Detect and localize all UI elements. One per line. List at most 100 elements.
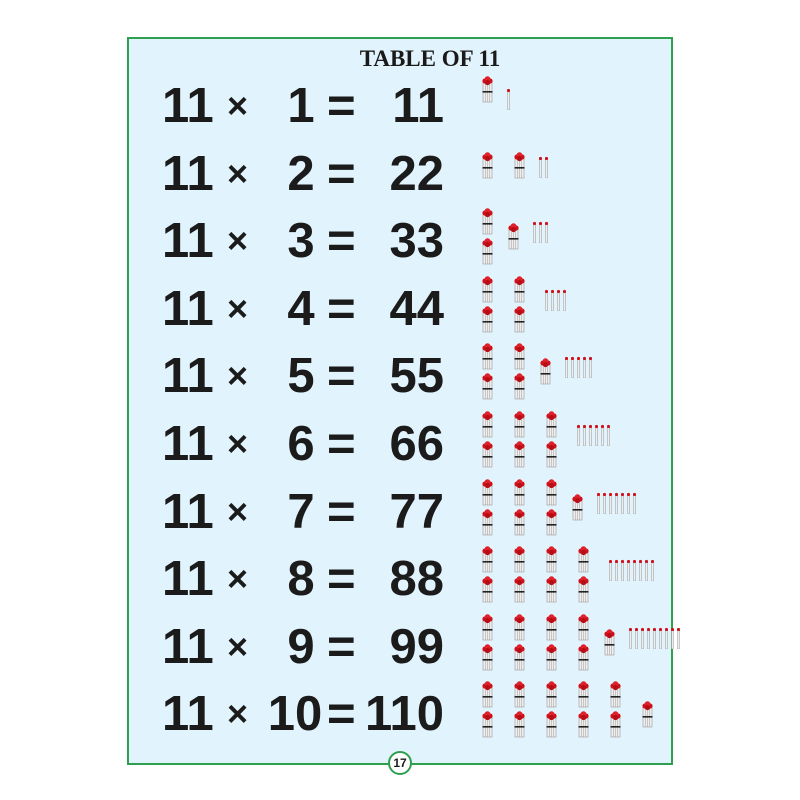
matchstick-illustration — [481, 144, 671, 204]
matchstick-icon — [588, 424, 593, 447]
multiplicand: 11 — [162, 281, 214, 336]
matchstick-icon — [594, 424, 599, 447]
matchstick-icon — [620, 492, 625, 514]
table-row: 11 × 5 = 55 — [129, 343, 671, 406]
matchstick-illustration — [481, 208, 671, 271]
matchstick-bundle-icon — [545, 508, 558, 536]
matchstick-icon — [588, 356, 593, 379]
matchstick-bundle-icon — [481, 576, 494, 603]
matchstick-bundle-icon — [577, 643, 590, 671]
matchstick-illustration — [481, 76, 671, 136]
matchstick-icon — [614, 559, 619, 582]
matchstick-bundle-icon — [481, 681, 494, 708]
matchstick-bundle-icon — [545, 478, 558, 506]
matchstick-icon — [544, 156, 549, 178]
matchstick-bundle-icon — [545, 441, 558, 468]
product: 66 — [389, 417, 444, 471]
matchstick-bundle-icon — [577, 681, 590, 708]
matchstick-bundle-icon — [577, 711, 590, 738]
matchstick-bundle-icon — [481, 305, 494, 333]
matchstick-bundle-icon — [513, 275, 526, 303]
multiplier: 4 — [287, 281, 315, 336]
matchstick-icon — [664, 627, 669, 650]
times-sign: × — [227, 693, 249, 735]
matchstick-icon — [576, 424, 581, 447]
matchstick-icon — [658, 627, 663, 650]
matchstick-icon — [550, 289, 555, 312]
matchstick-icon — [538, 221, 543, 244]
matchstick-bundle-icon — [513, 373, 526, 400]
equals-sign: = — [327, 484, 356, 539]
product: 77 — [389, 484, 444, 539]
equals-sign: = — [327, 552, 356, 607]
times-sign: × — [227, 287, 249, 329]
product: 44 — [389, 281, 444, 336]
matchstick-bundle-icon — [609, 681, 622, 708]
matchstick-bundle-icon — [609, 711, 622, 738]
matchstick-bundle-icon — [481, 643, 494, 671]
multiplier: 7 — [287, 484, 315, 539]
matchstick-icon — [628, 627, 633, 650]
matchstick-icon — [638, 559, 643, 582]
multiplier: 10 — [267, 687, 323, 742]
matchstick-bundle-icon — [545, 546, 558, 573]
table-page: TABLE OF 11 11 × 1 = 11 11 × 2 = 22 11 × 3 = 33 11 × 4 = 44… — [127, 37, 681, 765]
table-row: 11 × 2 = 22 — [129, 144, 671, 204]
multiplier: 2 — [287, 146, 315, 201]
matchstick-icon — [576, 356, 581, 379]
times-sign: × — [227, 220, 249, 262]
matchstick-icon — [634, 627, 639, 650]
multiplicand: 11 — [162, 619, 214, 674]
matchstick-icon — [644, 559, 649, 582]
matchstick-bundle-icon — [481, 613, 494, 641]
matchstick-bundle-icon — [481, 546, 494, 573]
page-number: 17 — [388, 751, 412, 775]
matchstick-bundle-icon — [513, 711, 526, 738]
matchstick-bundle-icon — [481, 478, 494, 506]
matchstick-bundle-icon — [577, 576, 590, 603]
times-sign: × — [227, 423, 249, 464]
multiplicand: 11 — [162, 79, 214, 133]
matchstick-bundle-icon — [577, 546, 590, 573]
multiplier: 3 — [287, 214, 315, 269]
table-row: 11 × 8 = 88 — [129, 546, 671, 609]
matchstick-icon — [632, 559, 637, 582]
matchstick-bundle-icon — [481, 208, 494, 235]
matchstick-icon — [652, 627, 657, 650]
matchstick-bundle-icon — [513, 508, 526, 536]
matchstick-bundle-icon — [481, 411, 494, 438]
matchstick-bundle-icon — [481, 151, 494, 179]
matchstick-icon — [570, 356, 575, 379]
multiplier: 8 — [287, 552, 315, 607]
equals-sign: = — [327, 349, 356, 404]
matchstick-bundle-icon — [513, 305, 526, 333]
matchstick-icon — [632, 492, 637, 514]
matchstick-bundle-icon — [513, 343, 526, 370]
table-row: 11 × 9 = 99 — [129, 613, 681, 677]
matchstick-bundle-icon — [513, 613, 526, 641]
table-row: 11 × 3 = 33 — [129, 208, 671, 271]
product: 55 — [389, 349, 444, 404]
matchstick-icon — [532, 221, 537, 244]
multiplicand: 11 — [162, 552, 214, 607]
matchstick-icon — [620, 559, 625, 582]
matchstick-bundle-icon — [571, 493, 584, 521]
matchstick-icon — [626, 559, 631, 582]
matchstick-bundle-icon — [513, 643, 526, 671]
matchstick-bundle-icon — [513, 151, 526, 179]
matchstick-icon — [602, 492, 607, 514]
matchstick-bundle-icon — [545, 613, 558, 641]
matchstick-illustration — [481, 411, 671, 474]
product: 88 — [389, 552, 444, 607]
times-sign: × — [227, 625, 249, 667]
matchstick-bundle-icon — [481, 275, 494, 303]
matchstick-icon — [640, 627, 645, 650]
multiplier: 5 — [287, 349, 315, 404]
matchstick-icon — [646, 627, 651, 650]
table-row: 11 × 1 = 11 — [129, 76, 671, 136]
matchstick-icon — [600, 424, 605, 447]
page-title: TABLE OF 11 — [359, 46, 501, 71]
table-row: 11 × 4 = 44 — [129, 275, 671, 339]
matchstick-bundle-icon — [481, 76, 494, 103]
matchstick-illustration — [481, 613, 681, 677]
